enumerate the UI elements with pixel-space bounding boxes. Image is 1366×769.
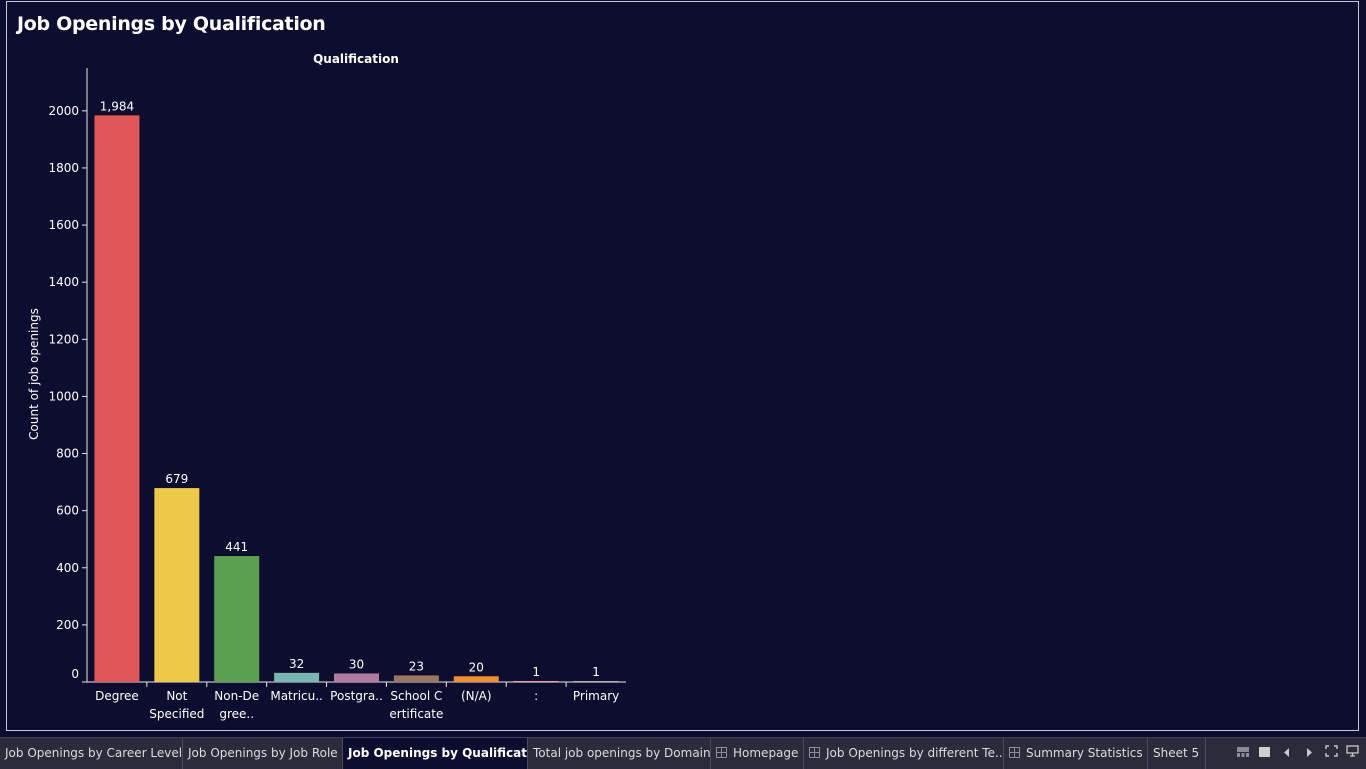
data-label: 32 (289, 657, 304, 671)
bar (513, 681, 559, 682)
data-label: 20 (469, 660, 484, 674)
x-tick-label: Matricu.. (270, 689, 323, 703)
bar-chart: Qualification Count of job openings 0 200 40… (27, 52, 626, 721)
y-tick-label: 1800 (48, 161, 79, 175)
next-sheet-icon[interactable] (1301, 738, 1317, 769)
x-tick-label: Not (166, 689, 187, 703)
y-tick-label: 0 (71, 667, 79, 681)
y-tick-label: 1000 (48, 389, 79, 403)
x-tick-label: Degree (95, 689, 139, 703)
dashboard-icon (809, 747, 820, 758)
tab-label: Job Openings by Job Role (188, 746, 338, 760)
y-tick-label: 800 (56, 447, 79, 461)
bar (274, 672, 320, 682)
x-tick-label: Non-De (214, 689, 259, 703)
fullscreen-icon[interactable] (1322, 738, 1340, 769)
y-tick-label: 1600 (48, 218, 79, 232)
tab-label: Sheet 5 (1153, 746, 1200, 760)
bar (393, 675, 439, 682)
x-tick-label: (N/A) (461, 689, 492, 703)
y-tick-label: 1400 (48, 275, 79, 289)
data-label: 1,984 (100, 99, 134, 113)
data-label: 30 (349, 657, 364, 671)
bar (154, 488, 200, 682)
tab-job-role[interactable]: Job Openings by Job Role (183, 738, 343, 769)
tab-label: Job Openings by Qualification (348, 746, 528, 760)
data-label: 679 (165, 472, 188, 486)
dashboard-icon (716, 747, 727, 758)
data-label: 441 (225, 540, 248, 554)
data-label: 23 (409, 659, 424, 673)
tab-different-technologies[interactable]: Job Openings by different Te... (804, 738, 1004, 769)
single-view-icon[interactable] (1256, 738, 1272, 769)
x-tick-label: Primary (573, 689, 619, 703)
bar (573, 681, 619, 682)
bar (94, 115, 140, 683)
tab-label: Summary Statistics (1026, 746, 1143, 760)
prev-sheet-icon[interactable] (1279, 738, 1295, 769)
filmstrip-icon[interactable] (1234, 738, 1252, 769)
y-tick-label: 1200 (48, 332, 79, 346)
tab-label: Job Openings by Career Level (5, 746, 183, 760)
chart-header: Qualification (313, 52, 399, 66)
y-tick-label: 600 (56, 504, 79, 518)
presentation-icon[interactable] (1343, 738, 1361, 769)
tab-label: Total job openings by Domain (533, 746, 711, 760)
tab-label: Homepage (733, 746, 799, 760)
x-tick-label: ertificate (389, 707, 443, 721)
x-tick-label: gree.. (219, 707, 254, 721)
tab-sheet-5[interactable]: Sheet 5 (1148, 738, 1206, 769)
tab-career-level[interactable]: Job Openings by Career Level (0, 738, 183, 769)
bar (214, 556, 260, 682)
x-tick-label: Postgra.. (330, 689, 383, 703)
sheet-title: Job Openings by Qualification (17, 13, 326, 35)
sheet-tab-bar: Job Openings by Career Level Job Opening… (0, 737, 1366, 769)
y-tick-label: 2000 (48, 104, 79, 118)
data-label: 1 (592, 665, 600, 679)
bar (453, 676, 499, 682)
y-tick-label: 400 (56, 561, 79, 575)
x-tick-label: School C (390, 689, 442, 703)
dashboard-icon (1009, 747, 1020, 758)
tab-summary-statistics[interactable]: Summary Statistics (1004, 738, 1148, 769)
x-tick-label: Specified (149, 707, 204, 721)
y-tick-label: 200 (56, 618, 79, 632)
tab-qualification[interactable]: Job Openings by Qualification (343, 738, 528, 769)
tab-label: Job Openings by different Te... (826, 746, 1004, 760)
data-label: 1 (532, 665, 540, 679)
tab-domain[interactable]: Total job openings by Domain (528, 738, 711, 769)
tab-homepage[interactable]: Homepage (711, 738, 804, 769)
x-tick-label: : (534, 689, 538, 703)
y-axis-title: Count of job openings (27, 308, 41, 440)
bar (334, 673, 379, 682)
